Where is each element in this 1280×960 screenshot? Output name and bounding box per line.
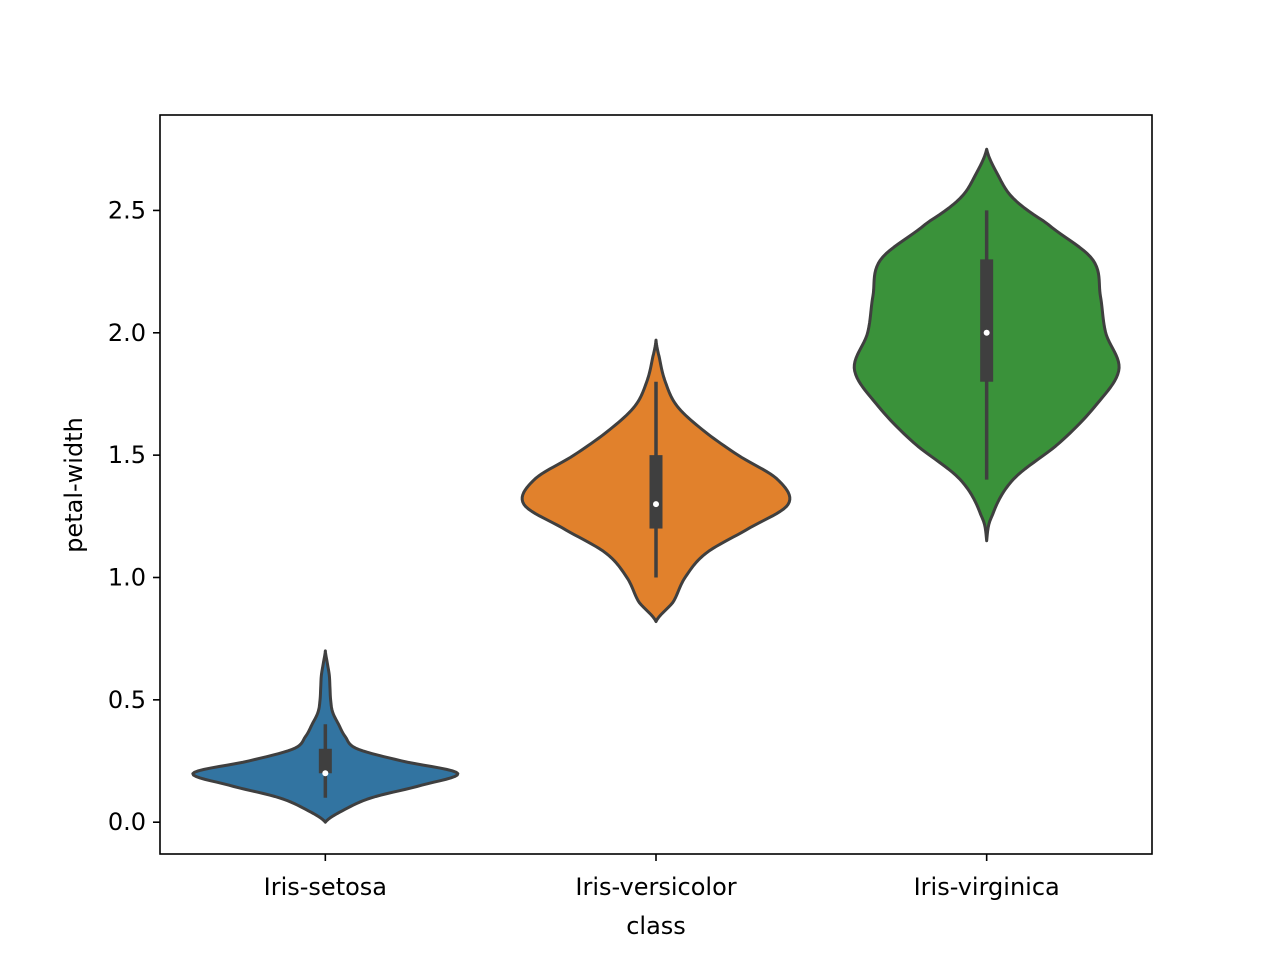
violin-iqr-box xyxy=(318,748,332,774)
y-tick-label: 1.0 xyxy=(108,563,146,591)
x-axis-label: class xyxy=(626,912,686,940)
violin-iqr-box xyxy=(980,259,994,382)
y-tick-label: 2.0 xyxy=(108,319,146,347)
y-tick-label: 0.5 xyxy=(108,686,146,714)
violin-median-marker xyxy=(983,329,990,336)
y-tick-label: 2.5 xyxy=(108,196,146,224)
x-tick-label: Iris-versicolor xyxy=(575,873,736,901)
violin-iqr-box xyxy=(649,455,663,529)
violin-median-marker xyxy=(653,501,659,508)
violin-median-marker xyxy=(322,770,329,777)
y-axis-label: petal-width xyxy=(60,417,88,553)
y-axis: 0.0 0.5 1.0 1.5 2.0 2.5 xyxy=(108,196,160,836)
x-tick-label: Iris-virginica xyxy=(914,873,1060,901)
y-tick-label: 1.5 xyxy=(108,441,146,469)
y-tick-label: 0.0 xyxy=(108,808,146,836)
x-axis: Iris-setosa Iris-versicolor Iris-virginica xyxy=(264,854,1060,901)
violins-layer xyxy=(191,147,1121,824)
x-tick-label: Iris-setosa xyxy=(264,873,387,901)
